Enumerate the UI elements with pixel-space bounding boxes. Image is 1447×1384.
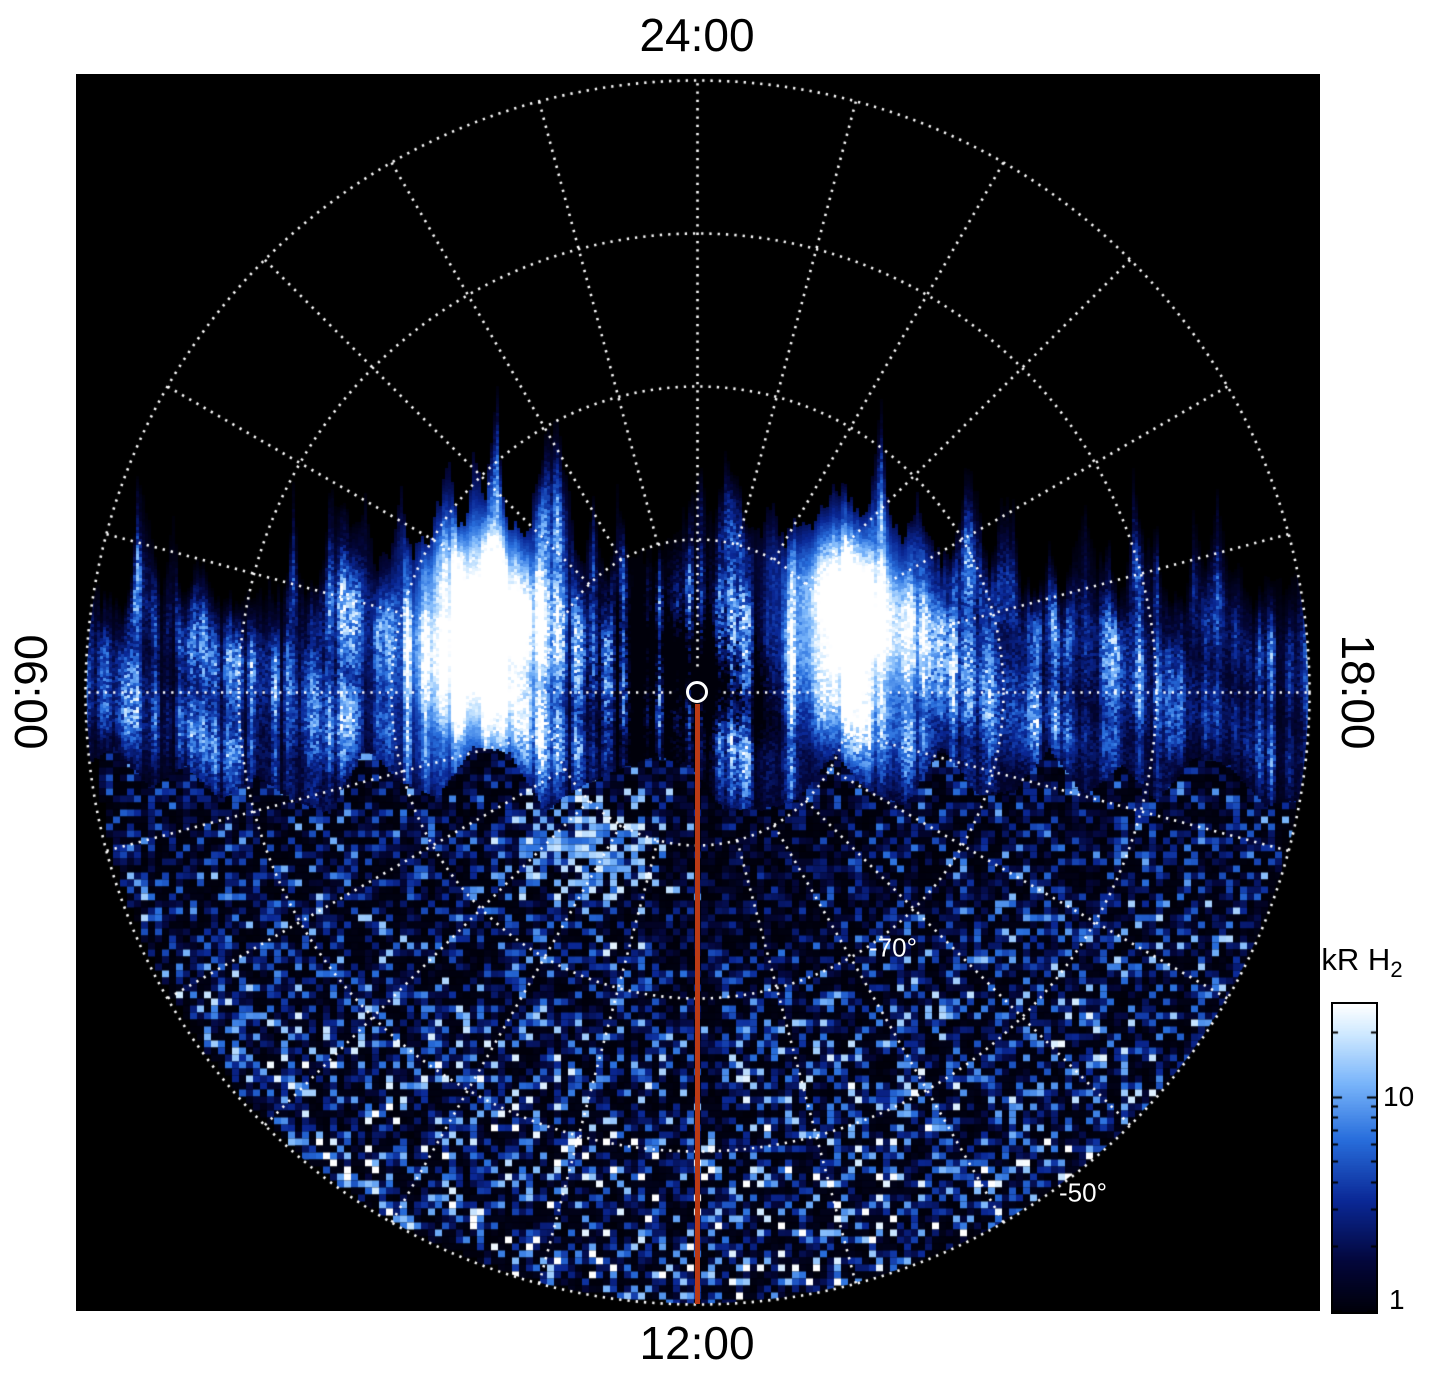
noon-meridian-line <box>695 704 700 1304</box>
local-time-label-1800: 18:00 <box>1332 634 1384 750</box>
local-time-label-0600: 06:00 <box>5 634 57 750</box>
latitude-label-50: -50° <box>1059 1177 1107 1208</box>
colorbar-title-subscript: 2 <box>1390 957 1403 983</box>
colorbar-tick-10: 10 <box>1383 1081 1415 1112</box>
colorbar-gradient <box>1333 1004 1376 1312</box>
local-time-label-1200: 12:00 <box>639 1317 755 1369</box>
colorbar-title: kR H2 <box>1321 942 1402 983</box>
colorbar-tick-1: 1 <box>1389 1284 1405 1315</box>
colorbar-title-text: kR H <box>1321 942 1391 977</box>
pole-marker-icon <box>686 681 708 703</box>
local-time-label-2400: 24:00 <box>639 9 755 61</box>
plot-area: -70° -50° <box>76 74 1320 1311</box>
latitude-label-70: -70° <box>869 932 917 963</box>
colorbar <box>1331 1002 1378 1314</box>
